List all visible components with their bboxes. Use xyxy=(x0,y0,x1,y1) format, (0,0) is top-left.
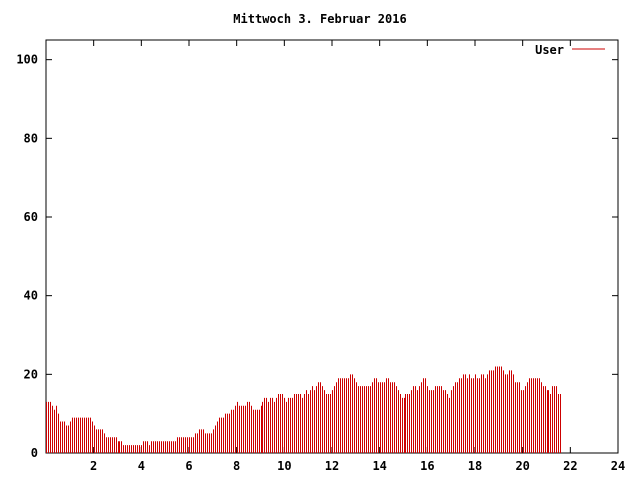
legend: User xyxy=(535,43,605,57)
y-tick-label: 0 xyxy=(31,446,38,460)
x-tick-label: 12 xyxy=(325,459,339,473)
x-tick-label: 14 xyxy=(372,459,386,473)
x-tick-label: 2 xyxy=(90,459,97,473)
x-tick-label: 20 xyxy=(515,459,529,473)
bar-series-user xyxy=(46,366,561,453)
legend-label: User xyxy=(535,43,564,57)
x-tick-label: 4 xyxy=(138,459,145,473)
y-tick-label: 100 xyxy=(16,53,38,67)
y-tick-label: 20 xyxy=(24,367,38,381)
y-tick-label: 60 xyxy=(24,210,38,224)
x-tick-label: 8 xyxy=(233,459,240,473)
y-axis: 0 20 40 60 80 100 xyxy=(16,53,618,460)
y-tick-label: 40 xyxy=(24,289,38,303)
x-tick-label: 16 xyxy=(420,459,434,473)
x-tick-label: 22 xyxy=(563,459,577,473)
x-tick-label: 10 xyxy=(277,459,291,473)
chart-title: Mittwoch 3. Februar 2016 xyxy=(233,12,407,26)
x-tick-label: 24 xyxy=(611,459,625,473)
y-tick-label: 80 xyxy=(24,131,38,145)
x-tick-label: 6 xyxy=(185,459,192,473)
x-tick-label: 18 xyxy=(468,459,482,473)
x-axis: 2 4 6 8 10 12 14 16 18 20 22 24 xyxy=(90,40,625,473)
